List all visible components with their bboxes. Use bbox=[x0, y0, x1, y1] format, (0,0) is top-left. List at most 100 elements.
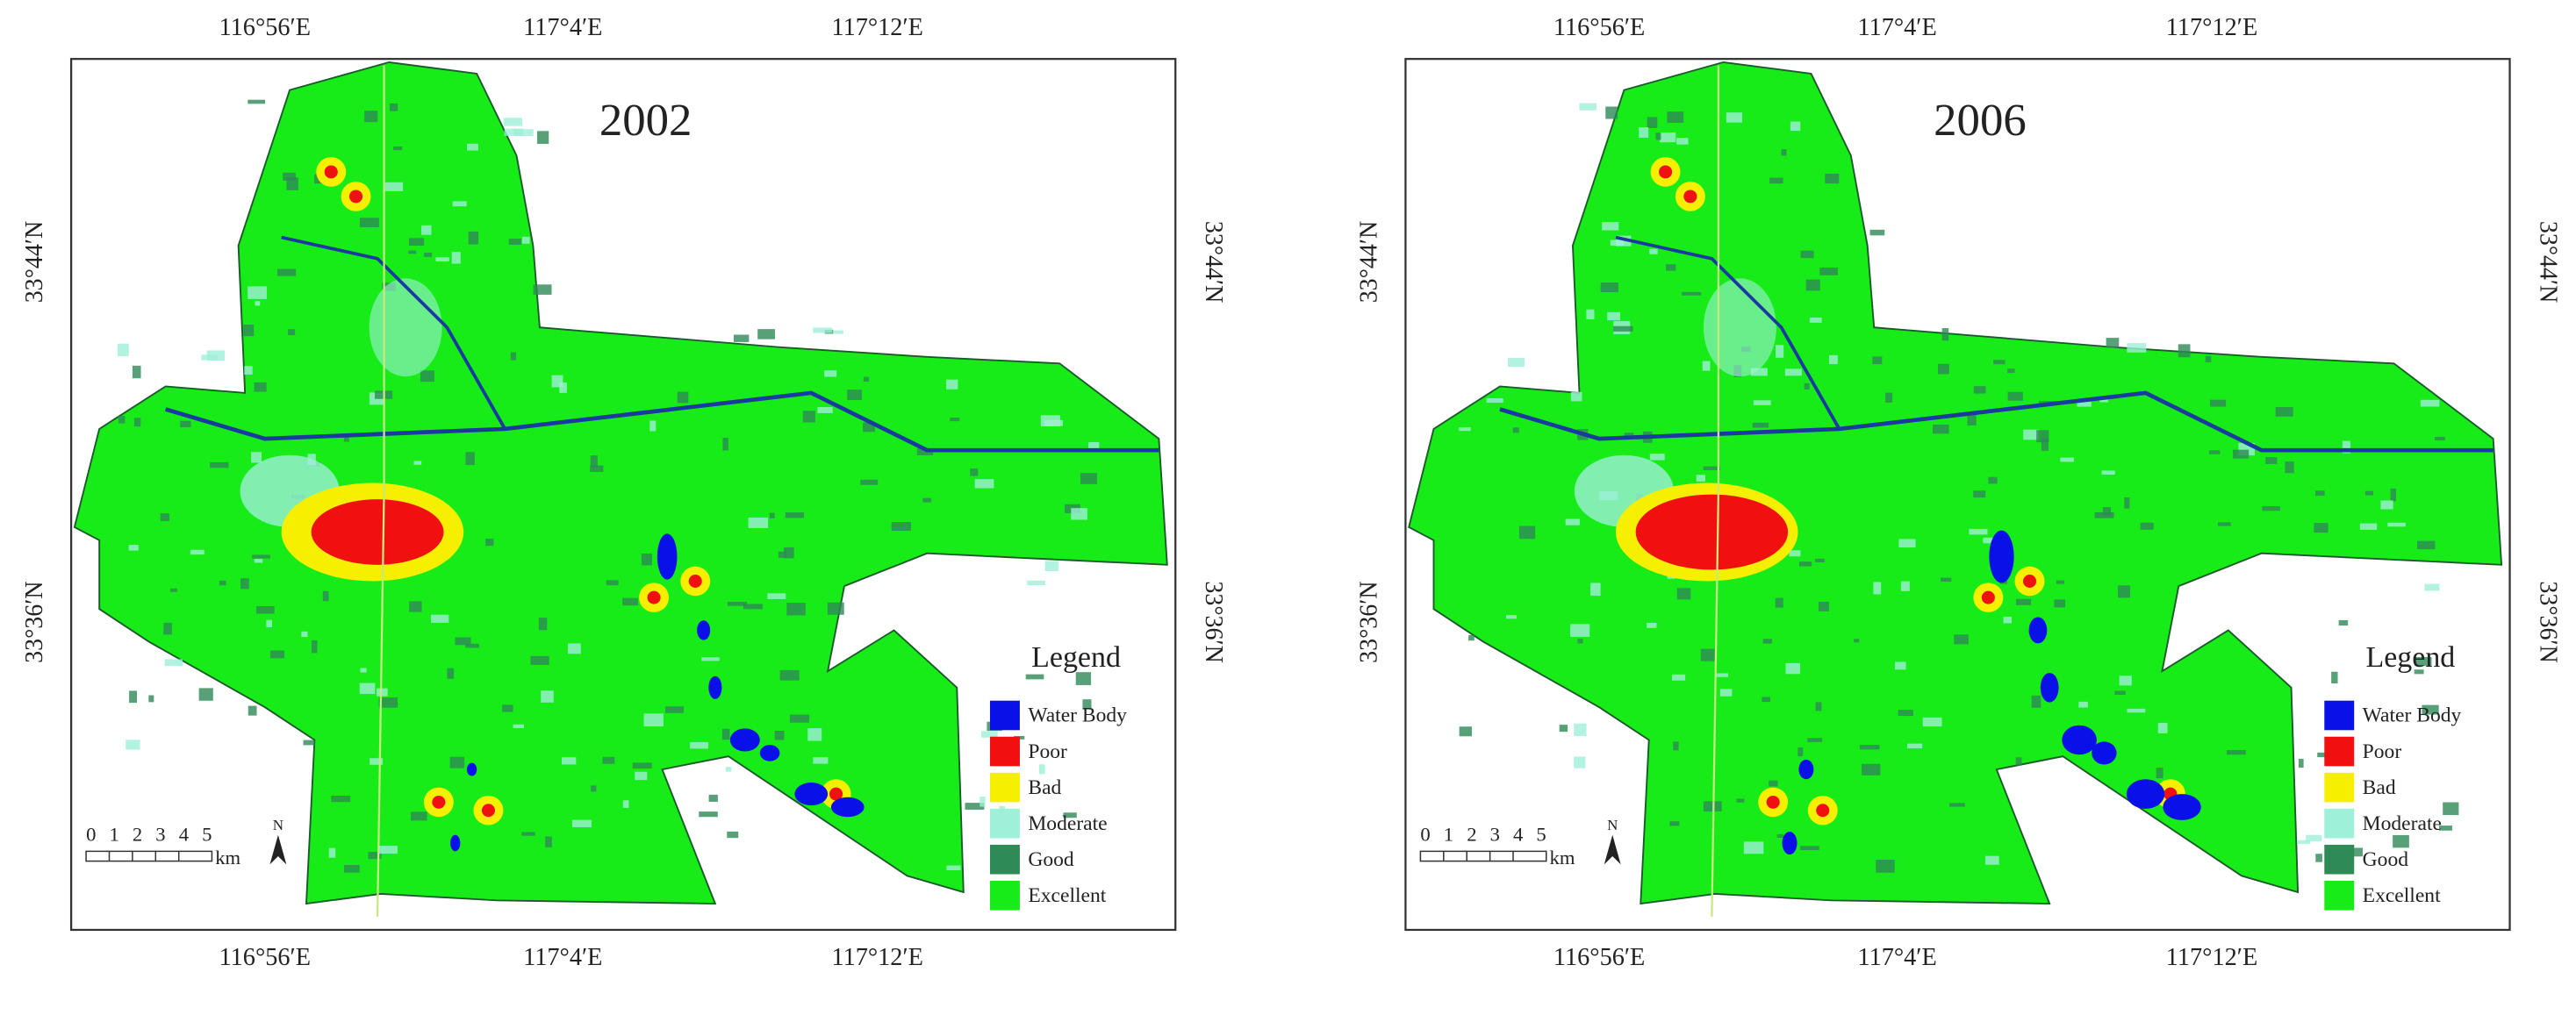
land-patch bbox=[701, 657, 720, 661]
right-coord-label: 33°44′N bbox=[2535, 221, 2562, 303]
land-patch bbox=[1781, 149, 1787, 156]
land-patch bbox=[606, 580, 619, 586]
land-patch bbox=[521, 832, 535, 836]
right-coord-label: 33°44′N bbox=[1200, 221, 1227, 303]
water-body bbox=[466, 762, 477, 776]
scale-tick: 3 bbox=[155, 824, 165, 846]
land-patch bbox=[2003, 616, 2013, 624]
land-patch bbox=[244, 366, 253, 375]
left-coord-label: 33°44′N bbox=[21, 221, 48, 303]
land-patch bbox=[2056, 580, 2064, 584]
land-patch bbox=[1769, 780, 1778, 787]
land-patch bbox=[2414, 669, 2424, 675]
land-patch bbox=[1973, 490, 1986, 498]
town-poor bbox=[324, 165, 338, 179]
land-patch bbox=[118, 415, 126, 424]
water-body bbox=[657, 533, 678, 580]
land-patch bbox=[1894, 661, 1906, 670]
land-patch bbox=[466, 143, 478, 151]
land-patch bbox=[1762, 639, 1772, 644]
land-patch bbox=[465, 643, 480, 648]
land-patch bbox=[813, 327, 833, 333]
land-patch bbox=[1797, 747, 1804, 757]
land-patch bbox=[2351, 847, 2364, 857]
land-patch bbox=[847, 390, 862, 400]
map-year: 2002 bbox=[599, 95, 692, 146]
land-patch bbox=[1082, 699, 1092, 710]
water-body bbox=[1989, 530, 2014, 583]
legend-swatch bbox=[989, 736, 1020, 767]
land-patch bbox=[1798, 561, 1812, 567]
town-poor bbox=[1766, 795, 1780, 809]
land-patch bbox=[1667, 111, 1684, 124]
land-patch bbox=[2439, 826, 2452, 831]
land-patch bbox=[965, 803, 985, 810]
land-patch bbox=[201, 354, 218, 361]
land-patch bbox=[1087, 441, 1100, 451]
land-patch bbox=[1565, 518, 1580, 525]
land-patch bbox=[1906, 743, 1923, 749]
land-patch bbox=[2119, 675, 2132, 686]
land-patch bbox=[2077, 401, 2092, 407]
land-patch bbox=[2422, 704, 2439, 715]
land-patch bbox=[664, 706, 684, 713]
land-patch bbox=[1025, 674, 1044, 680]
scale-unit: km bbox=[215, 847, 240, 868]
land-patch bbox=[2416, 540, 2436, 550]
land-patch bbox=[331, 795, 351, 803]
land-patch bbox=[721, 728, 730, 740]
urban-poor bbox=[311, 499, 444, 565]
land-patch bbox=[635, 771, 648, 781]
land-patch bbox=[551, 375, 563, 388]
land-patch bbox=[269, 650, 284, 659]
canal bbox=[1499, 390, 2493, 453]
land-patch bbox=[2114, 690, 2126, 695]
land-patch bbox=[2118, 585, 2130, 598]
land-patch bbox=[160, 513, 170, 522]
land-patch bbox=[513, 129, 534, 137]
land-patch bbox=[708, 794, 718, 802]
land-patch bbox=[622, 597, 639, 606]
land-patch bbox=[1789, 550, 1801, 557]
land-patch bbox=[1486, 398, 1503, 404]
land-patch bbox=[545, 836, 552, 847]
land-patch bbox=[288, 329, 296, 336]
land-patch bbox=[303, 740, 315, 746]
study-area bbox=[73, 61, 1168, 905]
land-patch bbox=[2015, 757, 2022, 766]
land-patch bbox=[632, 762, 652, 769]
land-patch bbox=[1805, 279, 1820, 291]
town-poor bbox=[1981, 590, 1995, 604]
legend-label: Water Body bbox=[2363, 704, 2462, 727]
land-patch bbox=[1669, 821, 1680, 826]
land-patch bbox=[1885, 392, 1893, 403]
top-coord-label: 117°4′E bbox=[523, 14, 602, 41]
land-patch bbox=[132, 365, 141, 379]
land-patch bbox=[2209, 450, 2221, 454]
land-patch bbox=[431, 614, 449, 623]
left-coord-label: 33°36′N bbox=[21, 581, 48, 662]
map-panel: 2006 116°56′E 117°4′E 117°12′E 116°56′E 117°4… bbox=[1355, 14, 2562, 971]
legend-label: Moderate bbox=[1028, 812, 1107, 835]
land-patch bbox=[922, 497, 932, 503]
land-patch bbox=[1941, 577, 1952, 583]
land-patch bbox=[807, 728, 822, 741]
top-coord-label: 116°56′E bbox=[1553, 14, 1645, 41]
land-patch bbox=[190, 549, 205, 555]
land-patch bbox=[343, 864, 360, 873]
land-patch bbox=[1590, 583, 1601, 597]
town-poor bbox=[647, 590, 661, 604]
land-patch bbox=[1666, 264, 1676, 271]
land-patch bbox=[1869, 229, 1885, 236]
land-patch bbox=[2210, 399, 2227, 407]
water-body bbox=[450, 834, 461, 852]
land-patch bbox=[789, 714, 810, 723]
land-patch bbox=[1702, 361, 1711, 371]
land-patch bbox=[1613, 325, 1633, 332]
land-patch bbox=[1063, 812, 1077, 818]
land-patch bbox=[1715, 673, 1729, 677]
land-patch bbox=[521, 236, 530, 244]
land-patch bbox=[649, 420, 657, 432]
land-patch bbox=[1726, 112, 1742, 123]
